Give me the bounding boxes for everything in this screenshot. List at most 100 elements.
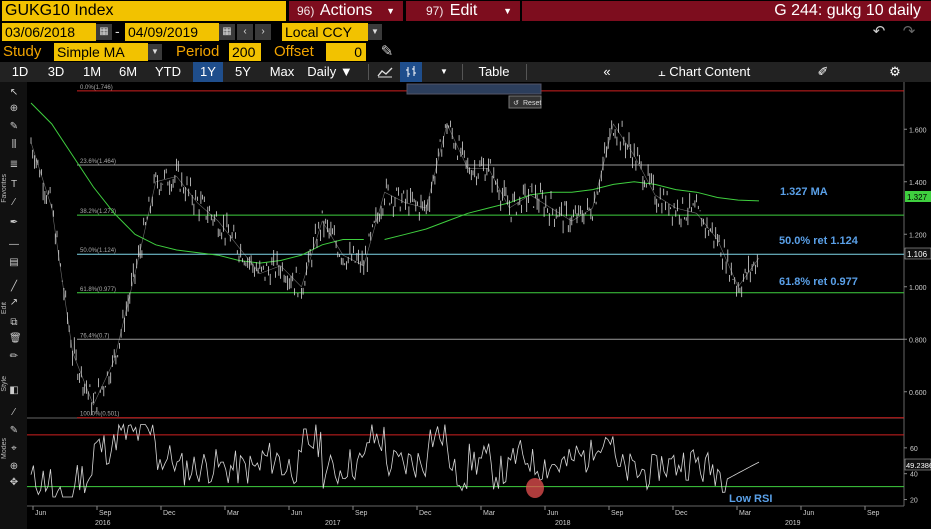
calendar-icon[interactable]: ▦ bbox=[96, 24, 112, 40]
edit-button[interactable]: 97) Edit ▼ bbox=[406, 1, 520, 21]
reset-button[interactable] bbox=[508, 95, 542, 109]
gear-icon[interactable]: ⚙ bbox=[889, 64, 901, 79]
y-tick-label: 0.600 bbox=[909, 390, 927, 397]
period-input[interactable]: 200 bbox=[229, 43, 261, 61]
bar-chart-icon[interactable] bbox=[400, 62, 422, 82]
price-series bbox=[30, 120, 760, 416]
pen-tool-icon[interactable]: ✒ bbox=[9, 217, 19, 228]
offset-input[interactable]: 0 bbox=[326, 43, 366, 61]
x-tick-label: Jun bbox=[803, 510, 814, 517]
trend-tool-icon[interactable]: ⁄ bbox=[13, 197, 15, 208]
range-ytd[interactable]: YTD bbox=[155, 64, 181, 79]
zoom-icon[interactable]: ⊕ bbox=[9, 103, 19, 114]
range-toolbar: 1D 3D 1M 6M YTD 1Y 5Y Max Daily ▼ ▼ Tabl… bbox=[0, 62, 931, 82]
range-3d[interactable]: 3D bbox=[47, 64, 65, 79]
line-tool-icon[interactable]: ╱ bbox=[10, 281, 18, 292]
rsi-low-marker bbox=[526, 478, 544, 498]
fib50-annotation: 50.0% ret 1.124 bbox=[779, 235, 859, 247]
range-6m[interactable]: 6M bbox=[118, 64, 138, 79]
y-tick-label: 1.200 bbox=[909, 232, 927, 239]
edit-label: Edit bbox=[449, 2, 478, 19]
mode-select-icon[interactable]: ⌖ bbox=[11, 443, 17, 454]
text-tool-icon[interactable]: T bbox=[10, 179, 18, 190]
chart-content-icon: ⫠ bbox=[657, 64, 666, 79]
caret-down-icon: ▼ bbox=[503, 6, 512, 16]
chart-background bbox=[27, 82, 931, 529]
arrow-left-icon[interactable]: ‹ bbox=[237, 24, 253, 40]
start-date-input[interactable]: 03/06/2018 bbox=[2, 23, 96, 41]
edit-number: 97) bbox=[426, 4, 444, 18]
pencil-icon[interactable]: ✎ bbox=[380, 43, 394, 60]
fib-tool-icon[interactable]: ≣ bbox=[9, 159, 19, 170]
frequency-select[interactable]: Daily ▼ bbox=[307, 64, 353, 79]
price-bars bbox=[30, 120, 758, 416]
ma-tag bbox=[905, 191, 931, 202]
chart-area[interactable]: 0.0%(1.746) 23.6%(1.464) 38.2%(1.273) 50.0%… bbox=[27, 82, 931, 529]
range-1y[interactable]: 1Y bbox=[193, 62, 223, 82]
mode-zoom-icon[interactable]: ⊕ bbox=[9, 461, 19, 472]
reset-icon: ↺ bbox=[513, 100, 519, 107]
line-chart-icon[interactable] bbox=[374, 62, 396, 82]
mode-draw-icon[interactable]: ✎ bbox=[9, 425, 19, 436]
x-tick-label: Sep bbox=[355, 510, 368, 517]
rsi-line bbox=[30, 423, 760, 498]
range-1d[interactable]: 1D bbox=[11, 64, 29, 79]
x-tick-label: Dec bbox=[419, 510, 432, 517]
undo-icon[interactable]: ↶ bbox=[872, 23, 886, 40]
year-label: 2016 bbox=[95, 520, 111, 527]
actions-number: 96) bbox=[297, 4, 315, 18]
favorites-tab[interactable]: Favorites bbox=[1, 174, 8, 203]
actions-label: Actions bbox=[319, 2, 373, 19]
time-axis: Jun Sep Dec Mar Jun Sep Dec Mar Jun Sep Dec Mar Jun S… bbox=[32, 506, 880, 527]
x-tick-label: Dec bbox=[163, 510, 176, 517]
arrow-right-icon[interactable]: › bbox=[255, 24, 271, 40]
trash-icon[interactable]: 🗑 bbox=[9, 333, 22, 344]
y-tick-label: 1.400 bbox=[909, 180, 927, 187]
price-line bbox=[30, 123, 760, 406]
fib-label: 38.2%(1.273) bbox=[80, 209, 116, 215]
arrow-tool-icon[interactable]: ↗ bbox=[9, 297, 19, 308]
chart-type-caret-icon[interactable]: ▼ bbox=[440, 67, 448, 76]
study-select[interactable]: Simple MA bbox=[54, 43, 148, 61]
caret-down-icon[interactable]: ▼ bbox=[148, 44, 162, 60]
mode-move-icon[interactable]: ✥ bbox=[9, 477, 19, 488]
currency-select[interactable]: Local CCY bbox=[282, 23, 368, 41]
annotate-icon[interactable]: ✎ bbox=[9, 121, 19, 132]
ticker-field[interactable]: GUKG10 Index bbox=[2, 1, 286, 21]
redo-icon[interactable]: ↷ bbox=[902, 23, 916, 40]
collapse-icon[interactable]: « bbox=[603, 64, 611, 79]
calendar-icon[interactable]: ▦ bbox=[219, 24, 235, 40]
caret-down-icon[interactable]: ▼ bbox=[368, 24, 382, 40]
range-max[interactable]: Max bbox=[269, 64, 295, 79]
rsi-panel: 60 40 20 bbox=[27, 423, 918, 505]
chart-content-label: Chart Content bbox=[669, 64, 751, 79]
chart-content-button[interactable]: ⫠ Chart Content bbox=[648, 62, 760, 82]
edit-tab[interactable]: Edit bbox=[1, 302, 8, 315]
chart-canvas[interactable]: 0.0%(1.746) 23.6%(1.464) 38.2%(1.273) 50.0%… bbox=[27, 82, 931, 529]
annotate-icon[interactable]: ✐ bbox=[817, 64, 829, 79]
modes-tab[interactable]: Modes bbox=[1, 438, 8, 460]
x-tick-label: Mar bbox=[739, 510, 752, 517]
divider bbox=[368, 64, 369, 80]
study-bar: Study Simple MA ▼ Period 200 Offset 0 ✎ bbox=[0, 42, 931, 62]
style-tab[interactable]: Style bbox=[1, 376, 8, 392]
fib-label: 0.0%(1.746) bbox=[80, 85, 113, 91]
caret-down-icon: ▼ bbox=[386, 6, 395, 16]
hline-tool-icon[interactable]: — bbox=[9, 239, 19, 250]
color-icon[interactable]: ◧ bbox=[9, 385, 19, 396]
cursor-icon[interactable]: ↖ bbox=[9, 87, 19, 98]
zoom-popup[interactable]: Reset ↺ bbox=[406, 83, 542, 109]
end-date-input[interactable]: 04/09/2019 bbox=[125, 23, 219, 41]
divider bbox=[526, 64, 527, 80]
range-5y[interactable]: 5Y bbox=[235, 64, 251, 79]
table-button[interactable]: Table bbox=[478, 64, 510, 79]
range-1m[interactable]: 1M bbox=[82, 64, 102, 79]
copy-icon[interactable]: ⧉ bbox=[10, 317, 18, 328]
price-axis: 1.600 1.400 1.200 1.000 0.800 0.600 bbox=[904, 127, 927, 397]
note-tool-icon[interactable]: ▤ bbox=[9, 257, 19, 268]
bar-tool-icon[interactable]: ⫼ bbox=[11, 139, 17, 150]
actions-button[interactable]: 96) Actions ▼ bbox=[289, 1, 403, 21]
line-style-icon[interactable]: ⁄ bbox=[13, 407, 15, 418]
brush-icon[interactable]: ✏ bbox=[9, 351, 19, 362]
fib-label: 23.6%(1.464) bbox=[80, 159, 116, 165]
